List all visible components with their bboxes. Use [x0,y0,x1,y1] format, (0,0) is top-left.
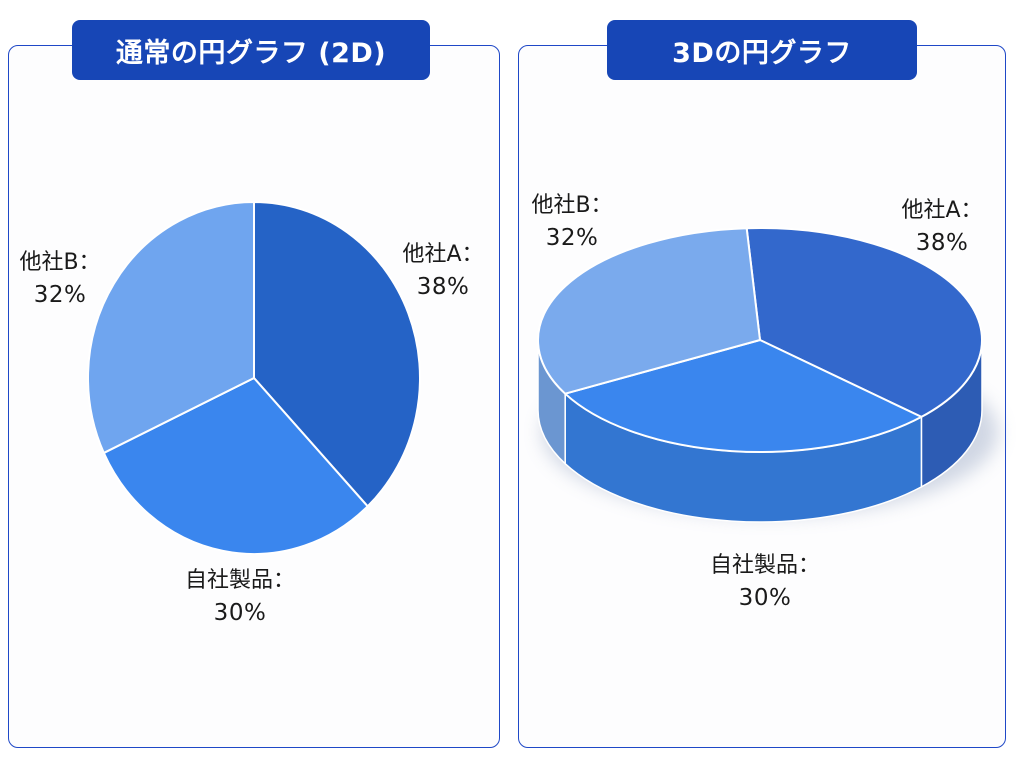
pie-2d-slice-0 [253,201,421,508]
pie-2d-slice-1 [102,377,369,555]
pie-3d-slice-0 [745,226,983,418]
label-3d-own-value: 30% [738,585,792,611]
label-2d-b: 他社B： 32% [19,247,100,311]
title-2d-pie: 通常の円グラフ (2D) [72,20,430,80]
label-2d-a-value: 38% [416,274,470,300]
title-3d-pie: 3Dの円グラフ [607,20,917,80]
label-2d-a: 他社A： 38% [402,239,483,303]
label-2d-a-name: 他社A： [402,242,484,267]
label-2d-b-value: 32% [33,282,87,308]
label-2d-own-value: 30% [213,600,267,626]
label-2d-b-name: 他社B： [19,250,101,275]
label-3d-own: 自社製品： 30% [710,550,820,614]
label-3d-a-name: 他社A： [901,198,983,223]
pie-3d [537,226,998,523]
pie-3d-slice-2 [537,227,761,395]
label-3d-b-name: 他社B： [531,193,613,218]
label-3d-b-value: 32% [545,225,599,251]
label-3d-own-name: 自社製品： [709,553,821,578]
label-3d-b: 他社B： 32% [531,190,612,254]
label-2d-own-name: 自社製品： [184,568,296,593]
pie-2d-slice-2 [87,201,255,454]
label-2d-own: 自社製品： 30% [185,565,295,629]
label-3d-a: 他社A： 38% [901,195,982,259]
label-3d-a-value: 38% [915,230,969,256]
pie-2d [87,201,421,555]
pie-3d-slice-1 [564,339,923,453]
